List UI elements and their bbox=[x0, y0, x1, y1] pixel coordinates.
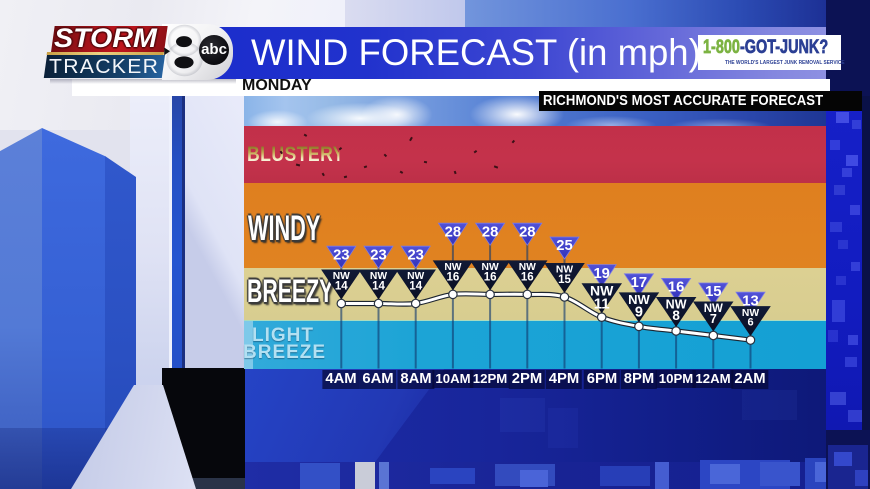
svg-text:28: 28 bbox=[482, 224, 498, 240]
svg-text:14: 14 bbox=[335, 280, 348, 292]
svg-text:14: 14 bbox=[372, 280, 385, 292]
svg-text:NW: NW bbox=[742, 308, 759, 319]
svg-text:23: 23 bbox=[407, 247, 423, 263]
svg-text:NW: NW bbox=[370, 271, 387, 282]
svg-text:8: 8 bbox=[672, 308, 680, 323]
svg-text:NW: NW bbox=[666, 297, 687, 311]
svg-text:NW: NW bbox=[333, 271, 350, 282]
svg-text:28: 28 bbox=[519, 224, 535, 240]
svg-text:16: 16 bbox=[484, 271, 497, 283]
svg-text:NW: NW bbox=[628, 292, 650, 307]
svg-text:23: 23 bbox=[370, 247, 386, 263]
svg-text:NW: NW bbox=[704, 303, 723, 315]
svg-text:NW: NW bbox=[590, 283, 614, 299]
svg-text:25: 25 bbox=[556, 238, 572, 254]
svg-text:16: 16 bbox=[447, 271, 460, 283]
svg-text:NW: NW bbox=[519, 262, 536, 273]
svg-text:7: 7 bbox=[710, 312, 717, 326]
svg-text:NW: NW bbox=[482, 262, 499, 273]
svg-text:23: 23 bbox=[333, 247, 349, 263]
svg-text:17: 17 bbox=[631, 275, 647, 291]
svg-text:NW: NW bbox=[407, 271, 424, 282]
svg-text:11: 11 bbox=[594, 295, 610, 312]
svg-text:15: 15 bbox=[558, 274, 571, 286]
svg-text:28: 28 bbox=[445, 224, 461, 240]
svg-text:16: 16 bbox=[521, 271, 534, 283]
svg-text:NW: NW bbox=[556, 265, 573, 276]
svg-text:NW: NW bbox=[444, 262, 461, 273]
svg-text:9: 9 bbox=[635, 304, 643, 320]
svg-text:13: 13 bbox=[742, 293, 758, 309]
svg-text:6: 6 bbox=[747, 317, 753, 329]
svg-text:19: 19 bbox=[593, 266, 609, 282]
svg-text:14: 14 bbox=[409, 280, 422, 292]
svg-text:15: 15 bbox=[705, 284, 721, 300]
svg-text:16: 16 bbox=[668, 280, 684, 296]
